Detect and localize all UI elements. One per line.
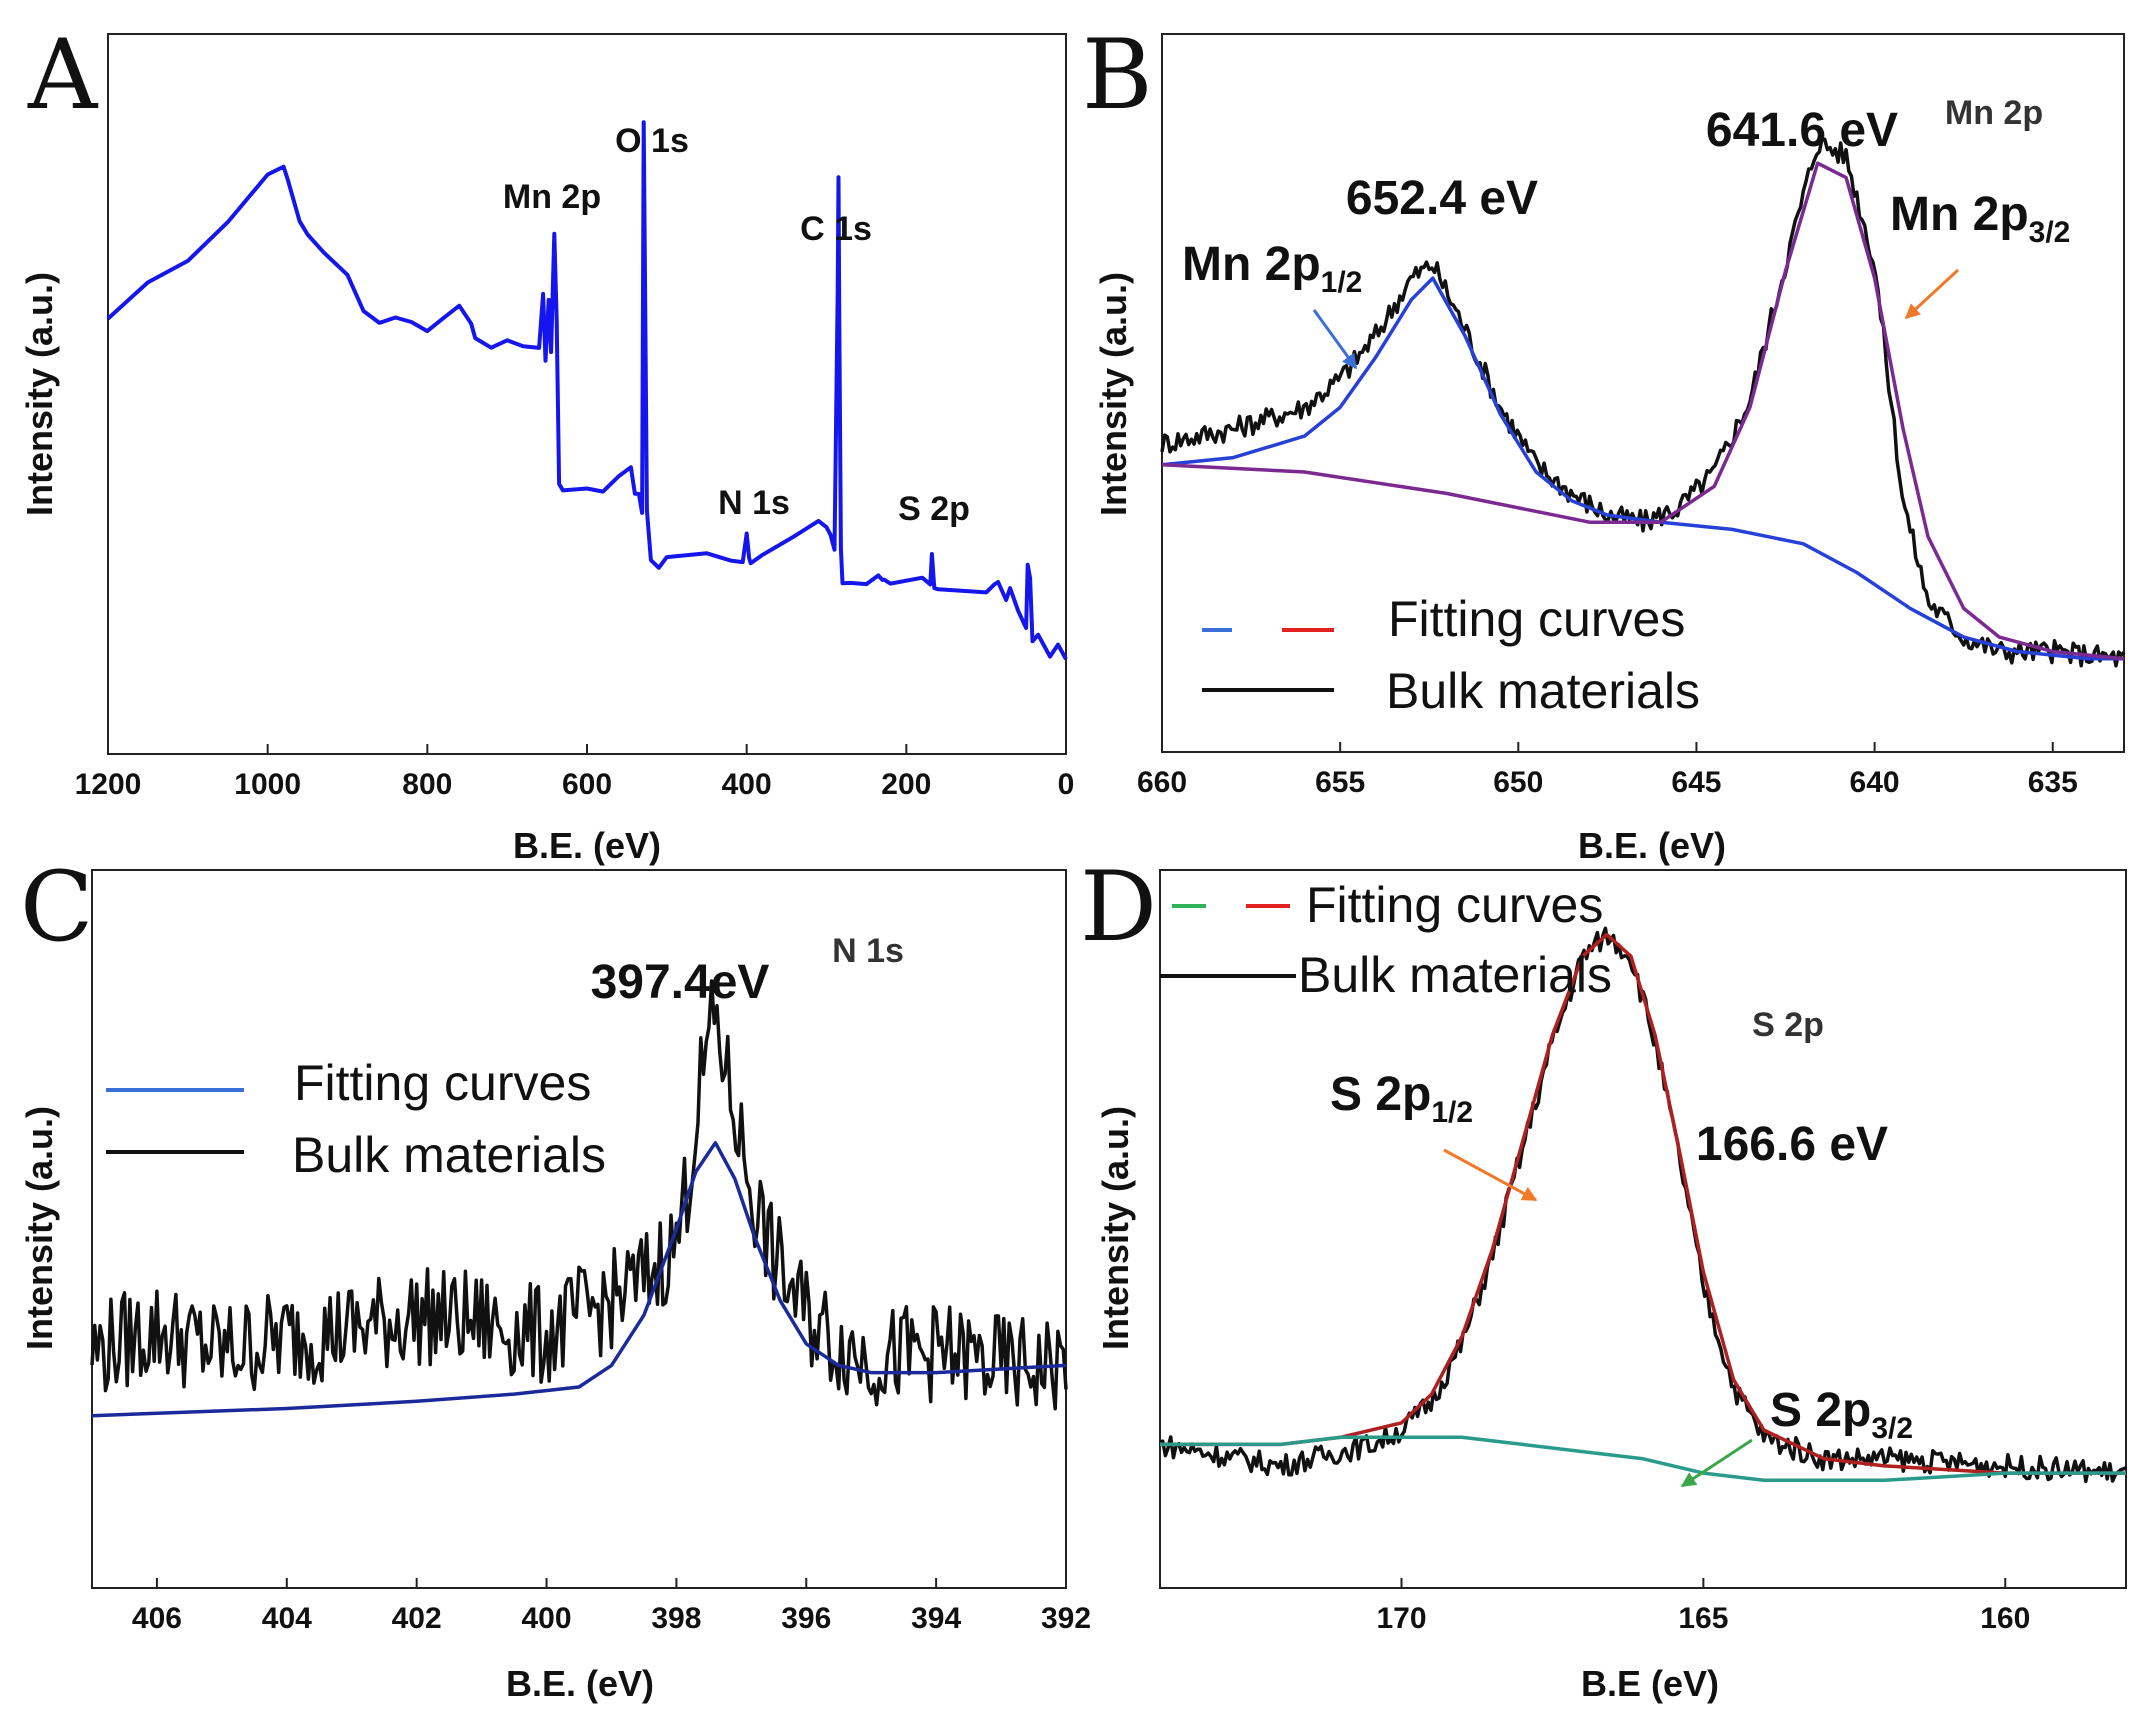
panel-c-series <box>90 979 1068 1418</box>
peak-name-mn-2p-1-2: Mn 2p1/2 <box>1182 238 1362 299</box>
peak-name-sub: 1/2 <box>1321 266 1363 299</box>
x-tick-label: 392 <box>1041 1602 1091 1635</box>
panel-c-letter: C <box>20 851 93 963</box>
legend-fitting-curves: Fitting curves <box>1306 877 1603 933</box>
x-tick-label: 396 <box>781 1602 831 1635</box>
peak-label-mn-2p: Mn 2p <box>503 178 601 216</box>
arrow-mn-2p-1-2 <box>1312 309 1358 370</box>
panel-d-series <box>1159 926 2127 1484</box>
x-tick-label: 160 <box>1980 1602 2030 1635</box>
panel-d-xlabel: B.E (eV) <box>1581 1663 1719 1704</box>
panel-c-xlabel: B.E. (eV) <box>506 1663 654 1704</box>
peak-position-652: 652.4 eV <box>1346 172 1538 225</box>
x-tick-label: 635 <box>2028 766 2078 799</box>
peak-name-main: S 2p <box>1770 1384 1871 1437</box>
x-tick-label: 170 <box>1376 1602 1426 1635</box>
x-tick-label: 200 <box>881 768 931 801</box>
panel-a-frame <box>107 33 1067 755</box>
x-tick-label: 404 <box>262 1602 312 1635</box>
x-tick-label: 398 <box>651 1602 701 1635</box>
panel-b: B 660 655 650 645 640 635 B.E. (eV) Intensity… <box>1082 19 2126 866</box>
legend-bulk-materials: Bulk materials <box>1298 947 1612 1003</box>
x-tick-label: 0 <box>1058 768 1075 801</box>
peak-label-o-1s: O 1s <box>615 122 689 160</box>
peak-name-s-2p-1-2: S 2p1/2 <box>1330 1068 1473 1129</box>
panel-d: D 170 165 160 B.E (eV) Intensity (a.u.) S … <box>1080 851 2127 1704</box>
panel-a-series <box>106 120 1068 661</box>
series-line-d-0 <box>1159 926 2127 1484</box>
series-line-a-0 <box>106 120 1068 661</box>
panel-c-region-label: N 1s <box>832 932 904 970</box>
panel-d-ylabel: Intensity (a.u.) <box>1095 1106 1136 1350</box>
peak-label-c-1s: C 1s <box>800 210 872 248</box>
panel-d-ticks: 170 165 160 <box>1376 1578 2030 1635</box>
x-tick-label: 406 <box>132 1602 182 1635</box>
x-tick-label: 645 <box>1671 766 1721 799</box>
peak-name-sub: 1/2 <box>1431 1096 1473 1129</box>
x-tick-label: 400 <box>722 768 772 801</box>
panel-a-letter: A <box>27 19 99 131</box>
panel-b-ticks: 660 655 650 645 640 635 <box>1137 742 2078 799</box>
panel-b-region-label: Mn 2p <box>1945 94 2043 132</box>
panel-b-ylabel: Intensity (a.u.) <box>1093 272 1134 516</box>
panel-a-xlabel: B.E. (eV) <box>513 825 661 866</box>
panel-b-frame <box>1161 33 2125 753</box>
x-tick-label: 660 <box>1137 766 1187 799</box>
peak-name-mn-2p-3-2: Mn 2p3/2 <box>1890 188 2070 249</box>
x-tick-label: 1200 <box>75 768 142 801</box>
panel-c: C 406 404 402 400 398 396 394 392 B.E. (eV) Int… <box>19 851 1091 1704</box>
panel-a-ylabel: Intensity (a.u.) <box>19 272 60 516</box>
panel-a-ticks: 1200 1000 800 600 400 200 0 <box>75 744 1075 801</box>
x-tick-label: 394 <box>911 1602 961 1635</box>
arrow-mn-2p-3-2 <box>1904 268 1960 320</box>
series-line-b-0 <box>1160 137 2126 668</box>
panel-c-frame <box>91 869 1067 1589</box>
panel-d-frame <box>1159 869 2127 1589</box>
panel-d-region-label: S 2p <box>1752 1006 1824 1044</box>
series-line-b-2 <box>1161 161 2125 661</box>
x-tick-label: 640 <box>1850 766 1900 799</box>
legend-bulk-materials: Bulk materials <box>292 1127 606 1183</box>
legend-fitting-curves: Fitting curves <box>1388 591 1685 647</box>
legend-bulk-materials: Bulk materials <box>1386 663 1700 719</box>
peak-name-main: Mn 2p <box>1182 238 1321 291</box>
x-tick-label: 650 <box>1493 766 1543 799</box>
peak-name-sub: 3/2 <box>1871 1412 1913 1445</box>
panel-d-letter: D <box>1080 851 1157 963</box>
panel-a: A 1200 1000 800 600 400 200 0 B.E. (eV) Intens… <box>19 19 1074 866</box>
arrow-s-2p-3-2 <box>1680 1438 1753 1488</box>
arrow-s-2p-1-2 <box>1443 1148 1538 1202</box>
series-line-c-0 <box>90 979 1068 1411</box>
series-line-b-1 <box>1161 276 2124 661</box>
series-line-d-1 <box>1160 932 2126 1475</box>
peak-position-641: 641.6 eV <box>1706 104 1898 157</box>
x-tick-label: 400 <box>522 1602 572 1635</box>
legend-fitting-curves: Fitting curves <box>294 1055 591 1111</box>
peak-label-s-2p: S 2p <box>898 490 970 528</box>
series-line-c-1 <box>91 1141 1067 1418</box>
peak-name-main: S 2p <box>1330 1068 1431 1121</box>
x-tick-label: 1000 <box>234 768 301 801</box>
peak-position-397: 397.4eV <box>591 956 770 1009</box>
peak-position-166: 166.6 eV <box>1696 1118 1888 1171</box>
peak-name-s-2p-3-2: S 2p3/2 <box>1770 1384 1913 1445</box>
panel-b-xlabel: B.E. (eV) <box>1578 825 1726 866</box>
panel-b-letter: B <box>1082 19 1153 131</box>
panel-b-series <box>1160 137 2126 668</box>
peak-label-n-1s: N 1s <box>718 484 790 522</box>
series-line-d-2 <box>1160 1435 2126 1483</box>
x-tick-label: 402 <box>392 1602 442 1635</box>
peak-name-main: Mn 2p <box>1890 188 2029 241</box>
panel-c-ticks: 406 404 402 400 398 396 394 392 <box>132 1578 1091 1635</box>
x-tick-label: 165 <box>1678 1602 1728 1635</box>
x-tick-label: 800 <box>402 768 452 801</box>
panel-c-ylabel: Intensity (a.u.) <box>19 1106 60 1350</box>
peak-name-sub: 3/2 <box>2029 216 2071 249</box>
x-tick-label: 600 <box>562 768 612 801</box>
x-tick-label: 655 <box>1315 766 1365 799</box>
